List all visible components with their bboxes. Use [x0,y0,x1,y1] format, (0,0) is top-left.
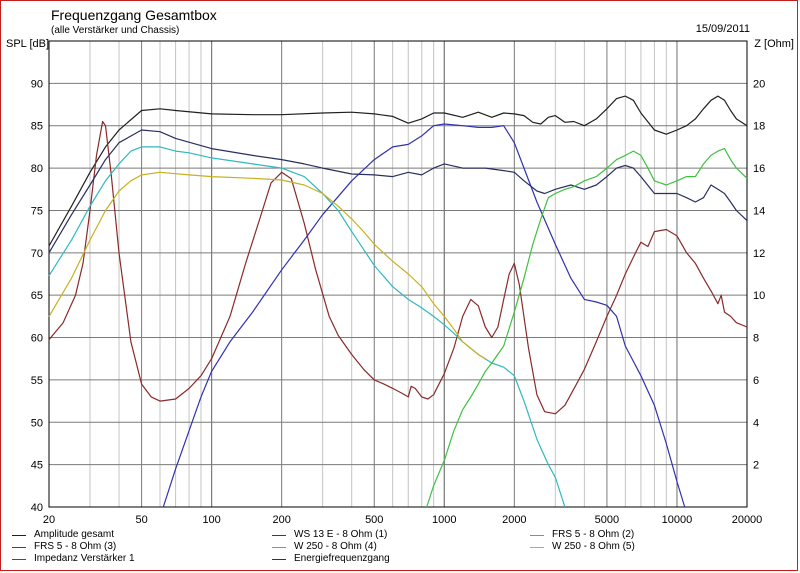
legend-swatch [12,535,26,536]
series-line-1 [48,95,748,247]
chart-title: Frequenzgang Gesamtbox [51,7,217,23]
legend-label: W 250 - 8 Ohm (5) [552,541,635,552]
y-tick-label-right: 18 [753,121,765,133]
x-tick-label: 20 [43,514,55,526]
x-tick-label: 20000 [732,514,763,526]
y-tick-label-left: 60 [31,333,43,345]
series-line-4 [162,123,686,508]
legend-label: FRS 5 - 8 Ohm (3) [34,541,117,552]
legend-label: W 250 - 8 Ohm (4) [294,541,377,552]
y-tick-label-left: 70 [31,248,43,260]
y-tick-label-right: 14 [753,205,765,217]
legend-swatch [12,559,26,560]
y-tick-label-right: 12 [753,248,765,260]
y-tick-label-right: 6 [753,375,759,387]
y-tick-label-right: 8 [753,333,759,345]
y-axis-right-label: Z [Ohm] [754,38,794,50]
series-line-7 [426,148,748,508]
x-tick-label: 200 [272,514,290,526]
y-tick-label-left: 45 [31,460,43,472]
plot-border [48,40,748,508]
series-line-2 [48,120,748,415]
x-tick-label: 1000 [432,514,456,526]
x-tick-label: 10000 [662,514,693,526]
chart-date: 15/09/2011 [695,23,750,35]
y-tick-label-left: 65 [31,290,43,302]
chart-subtitle: (alle Verstärker und Chassis) [51,25,180,36]
y-tick-label-right: 10 [753,290,765,302]
y-tick-label-left: 40 [31,502,43,514]
y-tick-label-left: 75 [31,205,43,217]
legend-swatch [272,535,286,536]
legend-label: Amplitude gesamt [34,529,115,540]
y-tick-label-left: 50 [31,417,43,429]
legend-swatch [530,535,544,536]
legend-label: Energiefrequenzgang [294,553,390,564]
y-tick-label-right: 20 [753,78,765,90]
legend-label: Impedanz Verstärker 1 [34,553,135,564]
y-tick-label-left: 55 [31,375,43,387]
x-tick-label: 2000 [502,514,526,526]
y-tick-label-right: 16 [753,163,765,175]
legend-swatch [12,547,26,548]
chart-legend: Amplitude gesamt FRS 5 - 8 Ohm (3) Imped… [0,527,800,571]
series-line-6 [48,129,748,254]
y-axis-left-label: SPL [dB] [6,38,50,50]
legend-swatch [530,547,544,548]
x-tick-label: 50 [135,514,147,526]
series-line-8 [48,171,486,360]
series-line-5 [48,146,566,508]
legend-label: WS 13 E - 8 Ohm (1) [294,529,388,540]
x-tick-label: 500 [365,514,383,526]
legend-label: FRS 5 - 8 Ohm (2) [552,529,635,540]
legend-swatch [272,559,286,560]
y-tick-label-right: 4 [753,417,759,429]
y-tick-label-left: 90 [31,78,43,90]
y-tick-label-right: 2 [753,460,759,472]
x-tick-label: 5000 [595,514,619,526]
y-tick-label-left: 80 [31,163,43,175]
x-tick-label: 100 [202,514,220,526]
legend-swatch [272,547,286,548]
y-tick-label-left: 85 [31,121,43,133]
plot-area [49,41,747,507]
